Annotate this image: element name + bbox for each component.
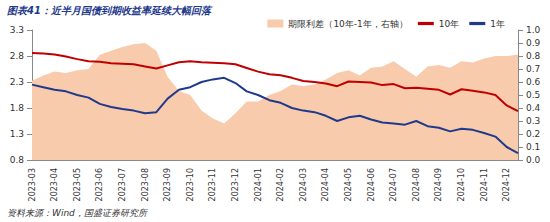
svg-text:1.8: 1.8 — [10, 103, 25, 113]
svg-text:资料来源：Wind，国盛证券研究所: 资料来源：Wind，国盛证券研究所 — [7, 208, 149, 218]
svg-text:2024-06: 2024-06 — [367, 168, 376, 201]
svg-text:2024-08: 2024-08 — [412, 168, 421, 201]
svg-text:0.9: 0.9 — [526, 38, 541, 48]
svg-text:2023-10: 2023-10 — [186, 168, 195, 201]
svg-text:2024-03: 2024-03 — [299, 168, 308, 201]
svg-text:0.7: 0.7 — [526, 64, 540, 74]
svg-text:2024-04: 2024-04 — [321, 168, 330, 201]
svg-text:1年: 1年 — [490, 19, 505, 29]
svg-text:0.3: 0.3 — [526, 116, 540, 126]
svg-text:2024-12: 2024-12 — [502, 168, 511, 201]
svg-text:2.3: 2.3 — [10, 77, 24, 87]
svg-text:0.1: 0.1 — [526, 142, 540, 152]
svg-text:2023-05: 2023-05 — [73, 168, 82, 201]
svg-text:图表41：近半月国债到期收益率延续大幅回落: 图表41：近半月国债到期收益率延续大幅回落 — [7, 5, 213, 16]
svg-text:2023-04: 2023-04 — [50, 168, 59, 201]
svg-text:2024-07: 2024-07 — [389, 168, 398, 201]
svg-text:2023-07: 2023-07 — [118, 168, 127, 201]
svg-text:2023-08: 2023-08 — [141, 168, 150, 201]
svg-text:2023-12: 2023-12 — [231, 168, 240, 201]
svg-text:1.3: 1.3 — [10, 129, 24, 139]
svg-text:0.5: 0.5 — [526, 90, 540, 100]
svg-text:2024-02: 2024-02 — [276, 168, 285, 201]
svg-text:2024-05: 2024-05 — [344, 168, 353, 201]
svg-text:0.0: 0.0 — [526, 155, 541, 165]
svg-text:0.8: 0.8 — [10, 155, 25, 165]
svg-text:2023-06: 2023-06 — [95, 168, 104, 201]
svg-text:2023-11: 2023-11 — [208, 168, 217, 201]
svg-text:2024-10: 2024-10 — [457, 168, 466, 201]
svg-text:1.0: 1.0 — [526, 25, 541, 35]
svg-text:2024-11: 2024-11 — [480, 168, 489, 201]
svg-text:0.6: 0.6 — [526, 77, 541, 87]
svg-text:2024-01: 2024-01 — [254, 168, 263, 201]
svg-text:3.3: 3.3 — [10, 25, 24, 35]
svg-text:0.2: 0.2 — [526, 129, 540, 139]
svg-text:0.4: 0.4 — [526, 103, 541, 113]
svg-text:2024-09: 2024-09 — [434, 168, 443, 201]
svg-text:2.8: 2.8 — [10, 51, 25, 61]
svg-text:2023-03: 2023-03 — [28, 168, 37, 201]
svg-text:2023-09: 2023-09 — [163, 168, 172, 201]
svg-text:0.8: 0.8 — [526, 51, 541, 61]
svg-text:10年: 10年 — [439, 19, 459, 29]
svg-text:期限利差（10年-1年，右轴）: 期限利差（10年-1年，右轴） — [288, 19, 407, 29]
